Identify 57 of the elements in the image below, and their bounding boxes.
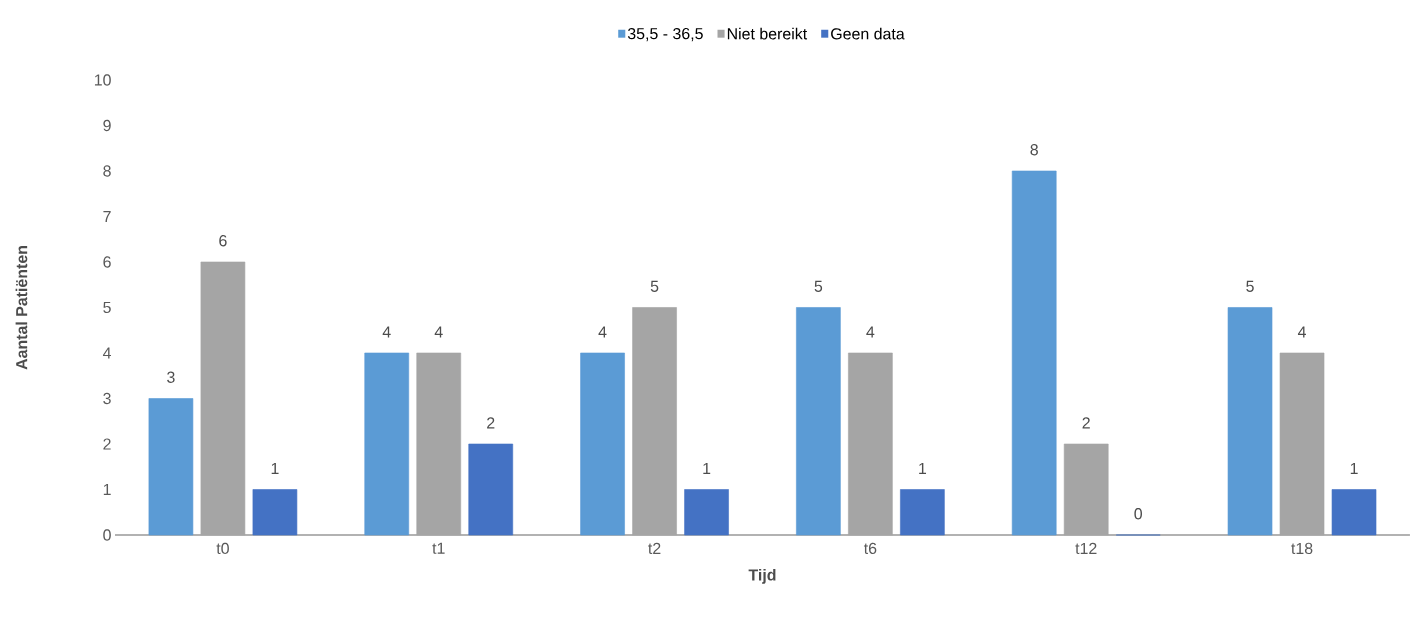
x-tick-label: t12 [1075, 542, 1097, 555]
y-tick-label: 1 [103, 484, 111, 495]
y-tick-label: 3 [103, 392, 111, 405]
data-label: 4 [434, 326, 443, 338]
bar [580, 352, 625, 536]
data-label: 8 [1030, 144, 1038, 156]
bar [1279, 352, 1325, 536]
data-label: 2 [1082, 417, 1090, 429]
bar [796, 307, 841, 536]
bar [200, 261, 246, 536]
x-tick-label: t2 [648, 542, 661, 555]
data-label: 5 [814, 280, 823, 292]
x-tick-label: t1 [432, 542, 445, 554]
bar [900, 489, 945, 536]
y-tick-label: 2 [103, 438, 111, 450]
legend-label: Niet bereikt [727, 27, 808, 40]
legend-label: Geen data [831, 27, 905, 40]
bar [416, 352, 462, 536]
data-label: 1 [703, 462, 711, 474]
data-label: 3 [167, 371, 175, 383]
data-label: 4 [598, 326, 607, 338]
y-tick-label: 7 [103, 211, 111, 222]
data-label: 4 [866, 326, 875, 338]
x-tick-label: t18 [1291, 542, 1313, 555]
bar [468, 443, 514, 536]
x-tick-label: t6 [863, 542, 877, 555]
legend-label: 35,5 - 36,5 [627, 27, 703, 42]
bar [1331, 489, 1377, 536]
data-label: 4 [382, 326, 391, 338]
y-tick-label: 5 [103, 301, 111, 314]
data-label: 0 [1134, 508, 1142, 520]
y-axis-title: Aantal Patiënten [15, 246, 28, 370]
bar [364, 352, 410, 536]
y-tick-label: 6 [103, 256, 111, 268]
y-tick-label: 4 [102, 347, 112, 359]
data-label: 6 [219, 235, 227, 247]
data-label: 2 [487, 417, 495, 429]
bar [632, 307, 677, 536]
bar [684, 489, 729, 536]
bar [1227, 307, 1273, 536]
data-label: 5 [1246, 280, 1254, 292]
x-tick-label: t0 [216, 542, 229, 555]
data-label: 1 [1350, 462, 1358, 474]
data-label: 4 [1297, 326, 1306, 338]
x-axis-title: Tijd [748, 568, 776, 584]
y-tick-label: 10 [94, 74, 111, 86]
data-label: 1 [919, 462, 927, 474]
bar [252, 489, 298, 536]
bar [1063, 443, 1109, 536]
y-tick-label: 9 [103, 119, 111, 132]
y-tick-label: 8 [103, 165, 111, 177]
data-label: 5 [650, 280, 659, 292]
y-tick-label: 0 [103, 529, 111, 541]
data-label: 1 [271, 462, 279, 474]
bar [148, 398, 194, 536]
bar [1011, 170, 1057, 536]
bar [848, 352, 893, 536]
